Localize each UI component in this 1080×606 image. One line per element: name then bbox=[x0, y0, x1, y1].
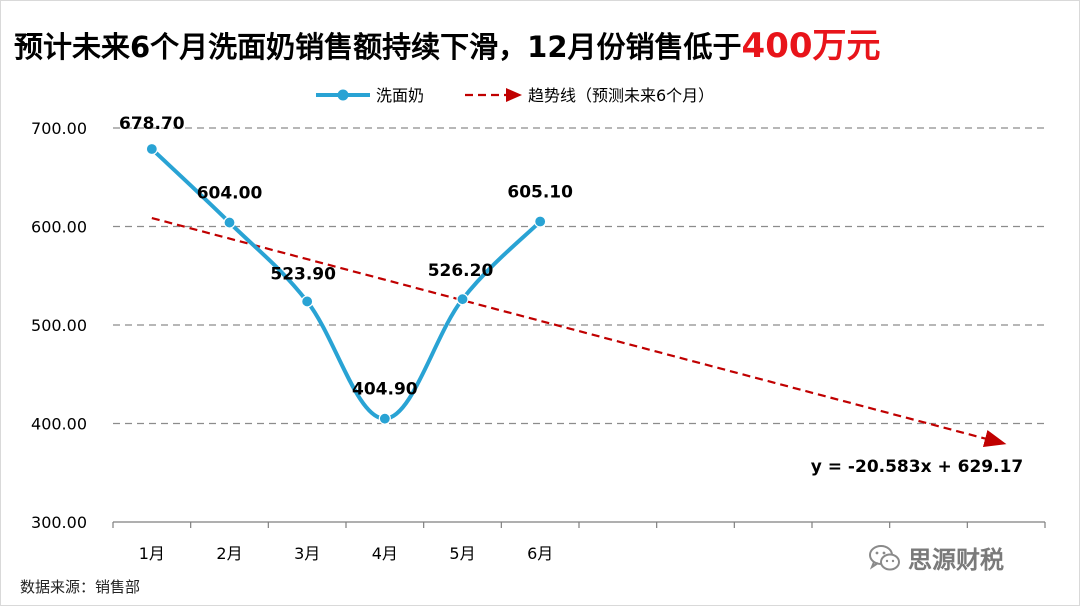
legend-arrow-icon bbox=[506, 88, 522, 102]
data-point bbox=[223, 216, 236, 229]
x-tick-label: 5月 bbox=[449, 544, 475, 563]
y-tick-label: 600.00 bbox=[31, 218, 87, 237]
watermark-text: 思源财税 bbox=[908, 546, 1004, 574]
title-main: 预计未来6个月洗面奶销售额持续下滑，12月份销售低于 bbox=[14, 30, 742, 64]
x-tick-label: 6月 bbox=[527, 544, 553, 563]
y-tick-label: 700.00 bbox=[31, 119, 87, 138]
data-label: 523.90 bbox=[270, 264, 336, 284]
data-labels: 678.70 604.00 523.90 404.90 526.20 605.10 bbox=[119, 114, 573, 400]
legend-label-trend: 趋势线（预测未来6个月） bbox=[528, 86, 714, 105]
data-label: 404.90 bbox=[352, 380, 418, 400]
x-tick-label: 3月 bbox=[294, 544, 320, 563]
data-label: 605.10 bbox=[507, 182, 573, 202]
legend-marker-series bbox=[337, 89, 349, 101]
y-tick-label: 400.00 bbox=[31, 415, 87, 434]
data-point bbox=[145, 142, 158, 156]
x-tick-label: 2月 bbox=[216, 544, 242, 563]
y-axis: 700.00 600.00 500.00 400.00 300.00 bbox=[31, 119, 87, 532]
data-point bbox=[456, 293, 469, 306]
legend: 洗面奶 趋势线（预测未来6个月） bbox=[316, 86, 714, 105]
data-point bbox=[378, 412, 391, 425]
data-point bbox=[301, 295, 314, 308]
x-tick-label: 1月 bbox=[139, 544, 165, 563]
y-tick-label: 300.00 bbox=[31, 513, 87, 532]
legend-label-series: 洗面奶 bbox=[376, 86, 424, 105]
data-label: 526.20 bbox=[428, 261, 494, 281]
x-axis: 1月 2月 3月 4月 5月 6月 bbox=[112, 521, 1046, 563]
y-tick-label: 500.00 bbox=[31, 316, 87, 335]
gridlines bbox=[113, 127, 1045, 425]
series-line bbox=[145, 142, 547, 425]
wechat-icon bbox=[869, 544, 900, 570]
data-label: 604.00 bbox=[197, 184, 263, 204]
source-note: 数据来源：销售部 bbox=[20, 578, 141, 596]
trend-equation: y = -20.583x + 629.17 bbox=[811, 457, 1023, 477]
x-tick-label: 4月 bbox=[372, 544, 398, 563]
data-label: 678.70 bbox=[119, 114, 185, 134]
data-point bbox=[534, 215, 547, 228]
watermark: 思源财税 bbox=[868, 540, 1004, 575]
title-accent: 400万元 bbox=[741, 26, 881, 66]
trend-line-path bbox=[151, 216, 1007, 448]
trend-line: y = -20.583x + 629.17 bbox=[151, 216, 1023, 477]
chart-title: 预计未来6个月洗面奶销售额持续下滑，12月份销售低于400万元 bbox=[14, 18, 881, 67]
